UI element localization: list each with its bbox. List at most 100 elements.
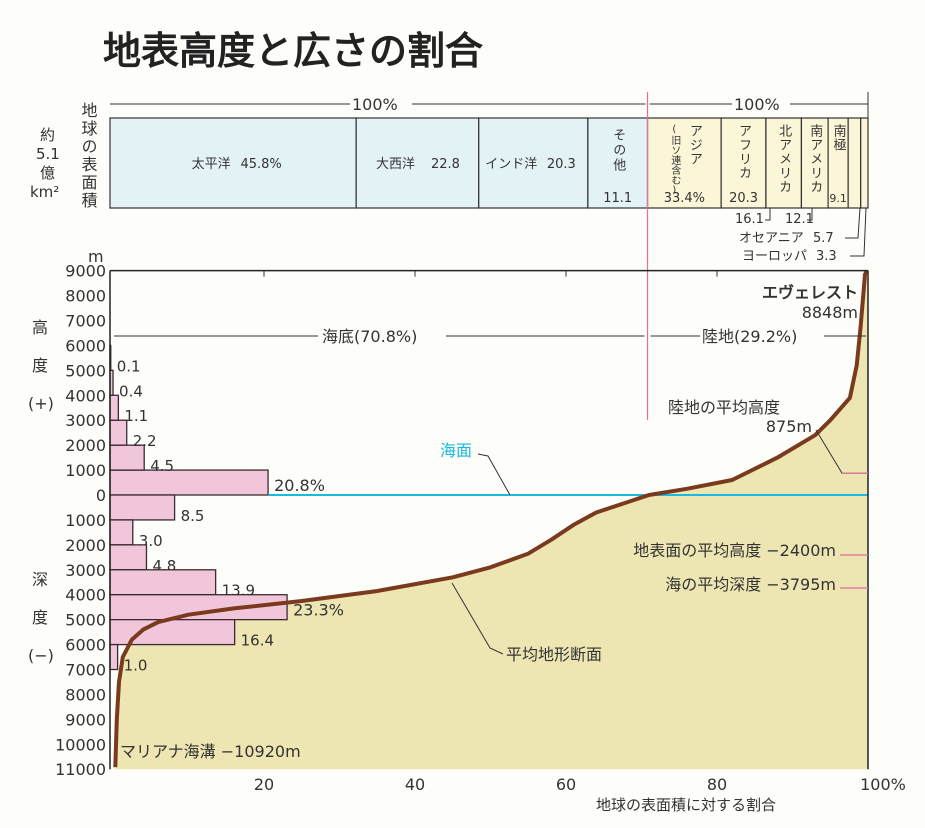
chart-title: 地表高度と広さの割合	[103, 29, 483, 73]
ocean-label: インド洋	[485, 157, 537, 172]
sea-level-label: 海面	[440, 441, 472, 460]
y-tick-label: 2000	[65, 436, 106, 455]
total-area-label: 約	[40, 126, 55, 144]
y-tick-label: 6000	[65, 636, 106, 655]
leader-line	[850, 207, 867, 257]
continent-segment	[847, 117, 862, 209]
histogram-bar	[109, 619, 236, 646]
continent-label: 南極	[831, 123, 847, 152]
continent-value: 9.1	[829, 192, 847, 205]
land-span-label: 陸地(29.2%)	[702, 327, 797, 346]
continent-label-europe: ヨーロッパ	[742, 249, 807, 264]
y-tick-label: 4000	[65, 586, 106, 605]
y-tick-label: 6000	[65, 336, 106, 355]
y-tick-label: 8000	[65, 685, 106, 704]
y-tick-label: 8000	[65, 287, 106, 306]
continent-value-north-america: 16.1	[735, 212, 764, 227]
continent-label: 北アメリカ	[776, 124, 792, 194]
histogram-bar	[109, 469, 269, 496]
label-bg	[350, 92, 412, 112]
y-label-down: 深	[32, 570, 48, 589]
hypsographic-curve	[113, 269, 869, 768]
ocean-span-label: 100%	[352, 95, 398, 114]
continent-label: 南アメリカ	[807, 123, 823, 194]
y-tick-label: 5000	[65, 361, 106, 380]
y-label-down: 度	[32, 608, 48, 627]
ocean-label: 太平洋	[192, 157, 231, 172]
ocean-value: 20.3	[547, 157, 576, 172]
label-bg	[700, 325, 824, 347]
profile-leader	[451, 582, 504, 655]
y-tick-label: 1000	[65, 461, 106, 480]
histogram-bar	[109, 594, 288, 621]
continent-note: (旧ソ連含む)	[669, 124, 681, 196]
histogram-label: 8.5	[181, 507, 205, 525]
histogram-label: 4.5	[150, 457, 174, 475]
y-tick-label: 3000	[65, 561, 106, 580]
continent-value-oceania: 5.7	[813, 231, 834, 246]
histogram-label: 0.4	[119, 382, 143, 400]
y-label-up: 度	[32, 356, 48, 375]
histogram-label: 1.0	[124, 657, 148, 675]
y-tick-label: 9000	[65, 262, 106, 281]
histogram-bar	[109, 394, 120, 421]
y-label-down: (−)	[28, 646, 54, 665]
continent-value-europe: 3.3	[816, 249, 837, 264]
everest-label: エヴェレスト	[762, 283, 858, 302]
histogram-bar	[109, 643, 119, 671]
ocean-label: 大西洋	[376, 157, 415, 172]
total-area-label: km²	[30, 183, 59, 201]
x-axis-label: 地球の表面積に対する割合	[596, 796, 776, 814]
y-tick-label: 5000	[65, 611, 106, 630]
histogram-label: 0.1	[117, 357, 141, 375]
leader-line	[765, 208, 771, 221]
histogram-label: 23.3%	[293, 601, 344, 620]
side-label: 地球の表面積	[79, 102, 98, 210]
ocean-segment	[109, 117, 357, 209]
histogram-bar	[109, 544, 148, 571]
continent-label-oceania: オセアニア	[739, 231, 804, 246]
histogram-label: 1.1	[124, 407, 148, 425]
ocean-value: 45.8%	[240, 157, 281, 172]
x-tick-label: 100%	[860, 775, 906, 794]
histogram-bar	[109, 569, 217, 596]
y-tick-label: 11000	[55, 760, 106, 779]
y-tick-label: 4000	[65, 386, 106, 405]
histogram-bar	[109, 519, 134, 546]
ocean-value: 22.8	[431, 157, 460, 172]
continent-segment	[860, 117, 869, 209]
y-tick-label: 7000	[65, 661, 106, 680]
y-tick-label: 2000	[65, 536, 106, 555]
histogram-label: 16.4	[241, 632, 274, 650]
ocean-segment	[355, 117, 480, 209]
land-span-label: 100%	[734, 95, 780, 114]
surface-mean-label: 地表面の平均高度 −2400m	[633, 541, 836, 560]
continent-label: アフリカ	[736, 124, 751, 180]
y-label-up: (+)	[28, 394, 54, 413]
y-tick-label: 1000	[65, 511, 106, 530]
ocean-segment	[478, 117, 589, 209]
land-area-fill	[115, 270, 868, 770]
total-area-label: 5.1	[36, 145, 60, 163]
total-area-label: 億	[40, 164, 55, 182]
x-tick-label: 80	[707, 775, 727, 794]
continent-value-south-america: 12.1	[785, 212, 814, 227]
sea-level-leader	[477, 453, 511, 496]
y-tick-label: 9000	[65, 710, 106, 729]
continent-value: 33.4%	[664, 191, 705, 206]
ocean-label: その他	[610, 128, 626, 173]
everest-value: 8848m	[802, 303, 858, 322]
continent-label: アジア	[687, 124, 702, 166]
leader-line	[845, 207, 861, 239]
y-unit-label: m	[88, 247, 104, 266]
continent-segment	[800, 117, 829, 209]
x-tick-label: 60	[556, 775, 576, 794]
y-label-up: 高	[32, 318, 48, 337]
continent-segment	[765, 117, 803, 209]
ocean-value: 11.1	[603, 191, 632, 206]
y-tick-label: 10000	[55, 735, 106, 754]
y-tick-label: 7000	[65, 311, 106, 330]
histogram-bar	[109, 494, 176, 521]
